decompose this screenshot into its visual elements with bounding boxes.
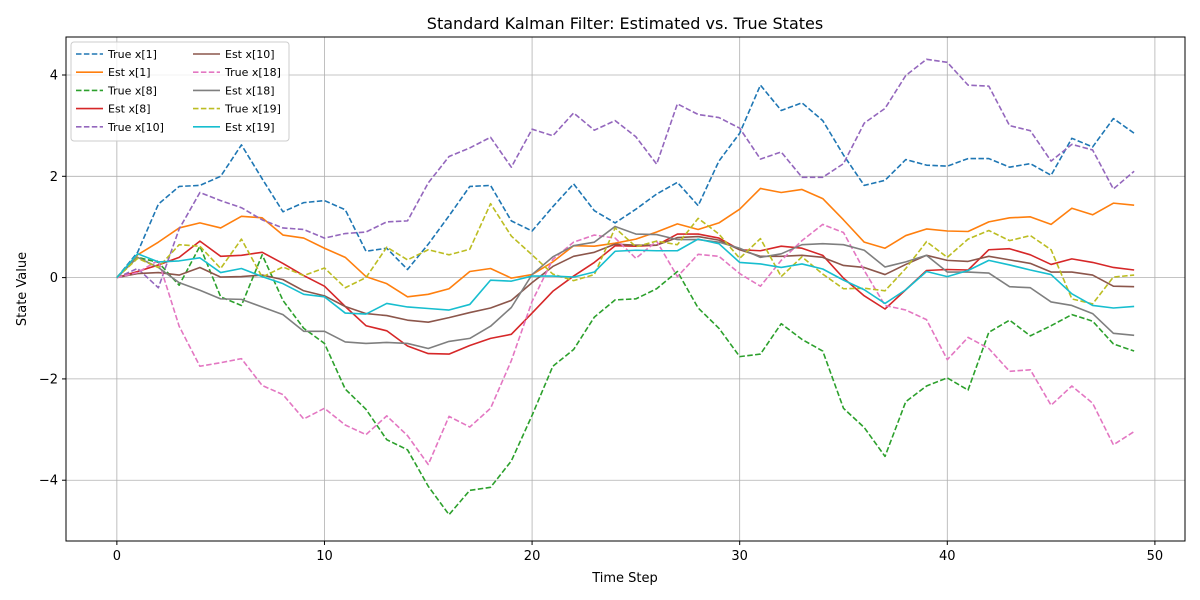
series-layer (116, 58, 1135, 516)
y-axis-label: State Value (15, 252, 30, 326)
y-tick-label: −2 (39, 372, 58, 387)
x-tick-label: 50 (1147, 549, 1164, 564)
x-tick-label: 10 (316, 549, 333, 564)
series-line-4 (116, 58, 1135, 289)
legend-entry-label: Est x[19] (225, 121, 275, 134)
y-tick-label: 2 (50, 170, 58, 185)
y-tick-label: −4 (39, 474, 58, 489)
series-line-3 (116, 233, 1135, 355)
series-line-1 (116, 187, 1135, 298)
legend-box (70, 41, 290, 142)
series-line-8 (116, 202, 1135, 305)
y-tick-label: 4 (50, 68, 58, 83)
axis-ticks: 0 10 20 30 40 50 −4 −2 0 2 4 (39, 68, 1163, 564)
series-line-0 (116, 84, 1135, 279)
x-tick-label: 30 (731, 549, 748, 564)
legend-entry-label: True x[18] (224, 66, 281, 79)
y-tick-label: 0 (50, 271, 58, 286)
legend-entry-label: True x[19] (224, 103, 281, 116)
series-line-6 (116, 223, 1135, 466)
legend-entry-label: True x[10] (107, 121, 164, 134)
legend-entry-label: Est x[18] (225, 84, 275, 97)
legend-entry-label: Est x[10] (225, 48, 275, 61)
x-tick-label: 20 (524, 549, 541, 564)
chart-title: Standard Kalman Filter: Estimated vs. Tr… (427, 14, 823, 33)
series-line-9 (116, 238, 1135, 315)
plot-frame (65, 36, 1186, 542)
x-tick-label: 40 (939, 549, 956, 564)
legend-entry-label: Est x[8] (108, 103, 151, 116)
legend-entry-label: Est x[1] (108, 66, 151, 79)
series-line-2 (116, 245, 1135, 516)
legend-entry-label: True x[8] (107, 84, 157, 97)
legend: True x[1] Est x[1] True x[8] Est x[8] True x… (70, 41, 290, 142)
x-tick-label: 0 (113, 549, 121, 564)
series-line-5 (116, 235, 1135, 323)
legend-entry-label: True x[1] (107, 48, 157, 61)
x-axis-label: Time Step (591, 571, 658, 586)
